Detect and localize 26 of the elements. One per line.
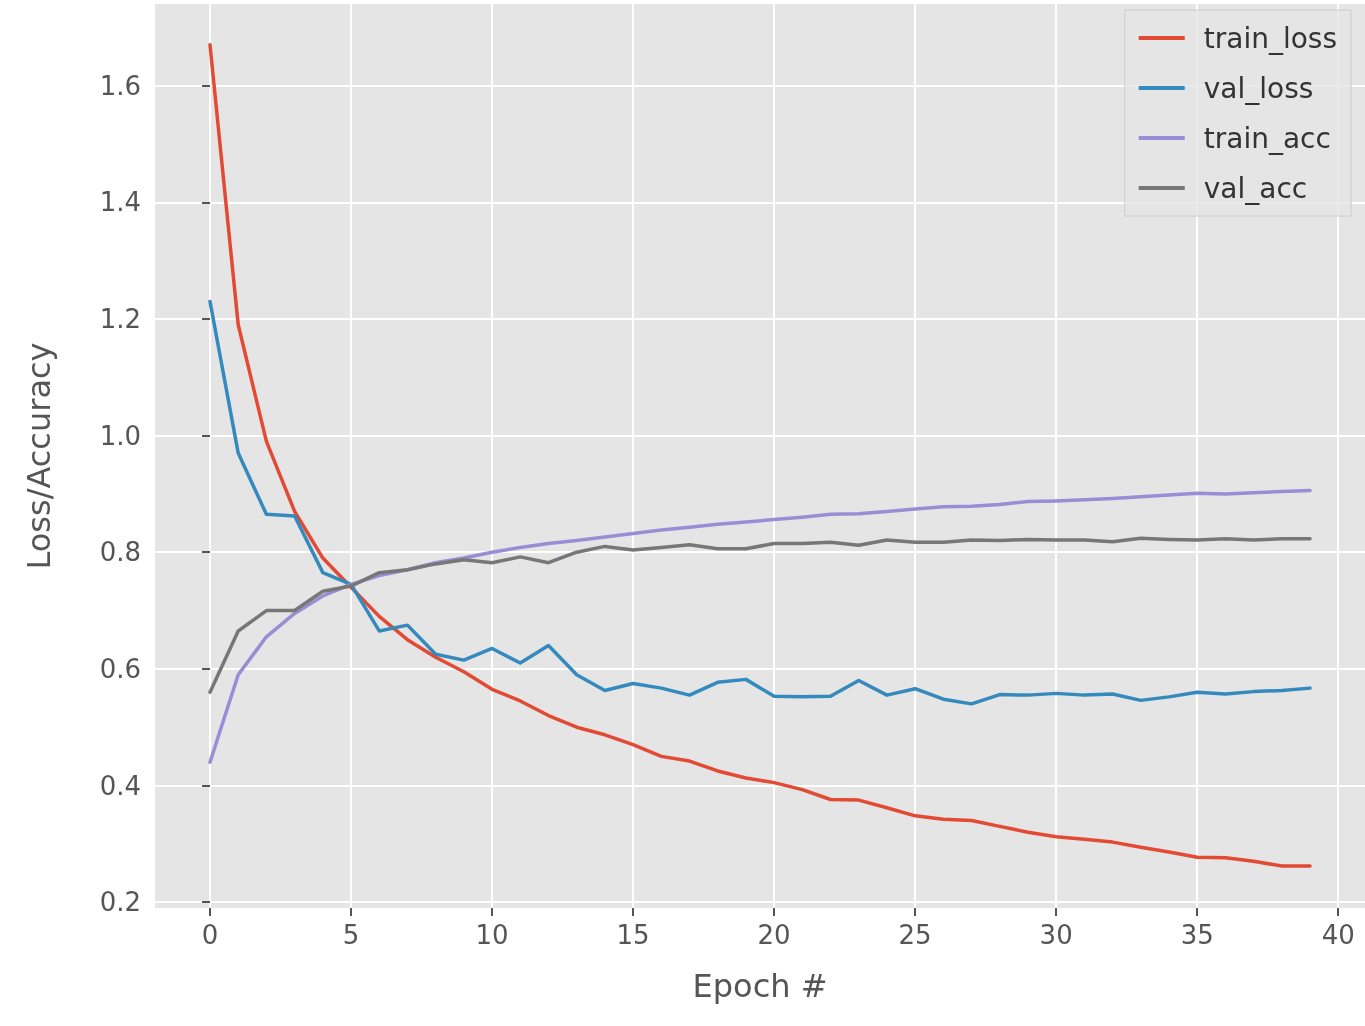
legend-label: val_acc: [1203, 171, 1308, 205]
x-axis-title: Epoch #: [692, 967, 828, 1005]
x-tick-label: 0: [201, 920, 219, 950]
line-series: [208, 488, 1312, 764]
y-tick-label: 0.4: [99, 770, 141, 801]
x-tick-label: 15: [616, 920, 650, 950]
x-tick-label: 25: [898, 920, 932, 950]
y-tick-label: 0.2: [99, 887, 141, 918]
y-tick-label: 1.6: [99, 70, 141, 101]
x-tick-label: 5: [342, 920, 360, 950]
x-tick-label: 40: [1321, 920, 1355, 950]
y-tick-label: 0.6: [99, 653, 141, 684]
x-tick-label: 10: [475, 920, 509, 950]
x-tick-label: 20: [757, 920, 791, 950]
line-series: [208, 299, 1312, 706]
x-tick-label: 35: [1180, 920, 1214, 950]
legend-label: val_loss: [1203, 71, 1314, 105]
y-axis-title: Loss/Accuracy: [20, 342, 58, 570]
legend-label: train_acc: [1203, 121, 1331, 155]
legend-label: train_loss: [1203, 21, 1338, 55]
y-tick-label: 1.4: [99, 187, 141, 218]
y-tick-label: 0.8: [99, 537, 141, 568]
y-tick-label: 1.2: [99, 303, 141, 334]
y-tick-label: 1.0: [99, 420, 141, 451]
x-tick-label: 30: [1039, 920, 1073, 950]
line-series: [208, 536, 1312, 694]
